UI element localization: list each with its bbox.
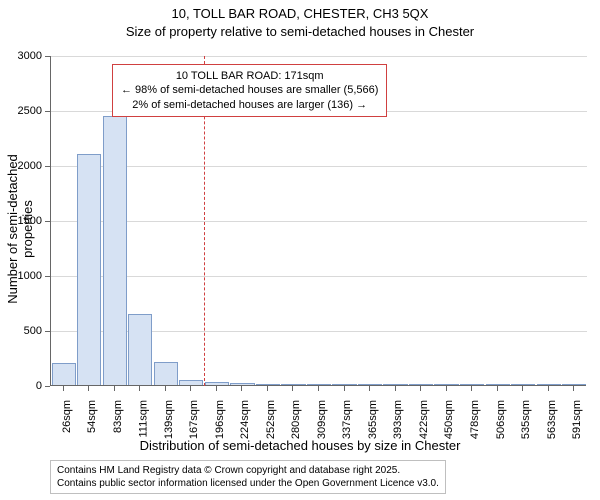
histogram-bar <box>562 384 586 385</box>
ytick-mark <box>45 111 50 112</box>
ytick-label: 2000 <box>0 160 42 172</box>
xtick-mark <box>395 386 396 391</box>
histogram-bar <box>409 384 433 385</box>
xtick-label: 535sqm <box>520 400 532 439</box>
xtick-mark <box>471 386 472 391</box>
xtick-mark <box>318 386 319 391</box>
xtick-mark <box>165 386 166 391</box>
xtick-label: 111sqm <box>137 400 149 438</box>
xtick-mark <box>241 386 242 391</box>
xtick-label: 196sqm <box>214 400 226 439</box>
histogram-bar <box>230 383 254 385</box>
histogram-bar <box>537 384 561 385</box>
ytick-mark <box>45 56 50 57</box>
xtick-mark <box>139 386 140 391</box>
histogram-bar <box>511 384 535 385</box>
ytick-label: 2500 <box>0 105 42 117</box>
footer-attribution: Contains HM Land Registry data © Crown c… <box>50 460 446 494</box>
xtick-label: 167sqm <box>188 400 200 439</box>
histogram-chart: 10, TOLL BAR ROAD, CHESTER, CH3 5QX Size… <box>0 0 600 500</box>
xtick-label: 563sqm <box>546 400 558 439</box>
ytick-mark <box>45 386 50 387</box>
ytick-mark <box>45 221 50 222</box>
histogram-bar <box>358 384 382 385</box>
xtick-mark <box>114 386 115 391</box>
ytick-mark <box>45 331 50 332</box>
ytick-label: 500 <box>0 325 42 337</box>
histogram-bar <box>434 384 458 385</box>
histogram-bar <box>154 362 178 385</box>
ytick-mark <box>45 276 50 277</box>
histogram-bar <box>281 384 305 385</box>
ytick-label: 0 <box>0 380 42 392</box>
histogram-bar <box>52 363 76 385</box>
histogram-bar <box>205 382 229 385</box>
xtick-mark <box>446 386 447 391</box>
xtick-label: 365sqm <box>367 400 379 439</box>
gridline <box>51 276 587 277</box>
xtick-mark <box>190 386 191 391</box>
xtick-label: 139sqm <box>163 400 175 439</box>
xtick-label: 224sqm <box>239 400 251 439</box>
xtick-label: 252sqm <box>265 400 277 439</box>
xtick-label: 422sqm <box>418 400 430 439</box>
callout-line1: 10 TOLL BAR ROAD: 171sqm <box>121 69 378 83</box>
xtick-label: 83sqm <box>112 400 124 433</box>
histogram-bar <box>103 116 127 386</box>
chart-subtitle: Size of property relative to semi-detach… <box>0 24 600 39</box>
ytick-label: 1000 <box>0 270 42 282</box>
xtick-mark <box>216 386 217 391</box>
histogram-bar <box>486 384 510 385</box>
y-axis-label: Number of semi-detached properties <box>5 129 35 329</box>
xtick-mark <box>344 386 345 391</box>
xtick-mark <box>369 386 370 391</box>
footer-line2: Contains public sector information licen… <box>57 477 439 490</box>
xtick-mark <box>292 386 293 391</box>
xtick-label: 478sqm <box>469 400 481 439</box>
xtick-label: 393sqm <box>393 400 405 439</box>
xtick-mark <box>267 386 268 391</box>
xtick-mark <box>88 386 89 391</box>
histogram-bar <box>332 384 356 385</box>
xtick-mark <box>420 386 421 391</box>
footer-line1: Contains HM Land Registry data © Crown c… <box>57 464 439 477</box>
xtick-label: 309sqm <box>316 400 328 439</box>
histogram-bar <box>179 380 203 386</box>
xtick-mark <box>63 386 64 391</box>
gridline <box>51 221 587 222</box>
xtick-label: 280sqm <box>290 400 302 439</box>
xtick-mark <box>522 386 523 391</box>
callout-line2: ← 98% of semi-detached houses are smalle… <box>121 83 378 97</box>
xtick-label: 337sqm <box>342 400 354 439</box>
chart-title: 10, TOLL BAR ROAD, CHESTER, CH3 5QX <box>0 6 600 21</box>
histogram-bar <box>460 384 484 385</box>
callout-line3: 2% of semi-detached houses are larger (1… <box>121 98 378 112</box>
x-axis-label: Distribution of semi-detached houses by … <box>0 438 600 453</box>
gridline <box>51 56 587 57</box>
ytick-label: 1500 <box>0 215 42 227</box>
xtick-mark <box>548 386 549 391</box>
ytick-mark <box>45 166 50 167</box>
histogram-bar <box>128 314 152 386</box>
xtick-label: 506sqm <box>495 400 507 439</box>
gridline <box>51 166 587 167</box>
ytick-label: 3000 <box>0 50 42 62</box>
histogram-bar <box>256 384 280 385</box>
callout-box: 10 TOLL BAR ROAD: 171sqm ← 98% of semi-d… <box>112 64 387 117</box>
histogram-bar <box>307 384 331 385</box>
histogram-bar <box>77 154 101 385</box>
xtick-mark <box>573 386 574 391</box>
xtick-label: 591sqm <box>571 400 583 439</box>
xtick-label: 450sqm <box>444 400 456 439</box>
xtick-mark <box>497 386 498 391</box>
xtick-label: 54sqm <box>86 400 98 433</box>
xtick-label: 26sqm <box>61 400 73 433</box>
histogram-bar <box>383 384 407 385</box>
